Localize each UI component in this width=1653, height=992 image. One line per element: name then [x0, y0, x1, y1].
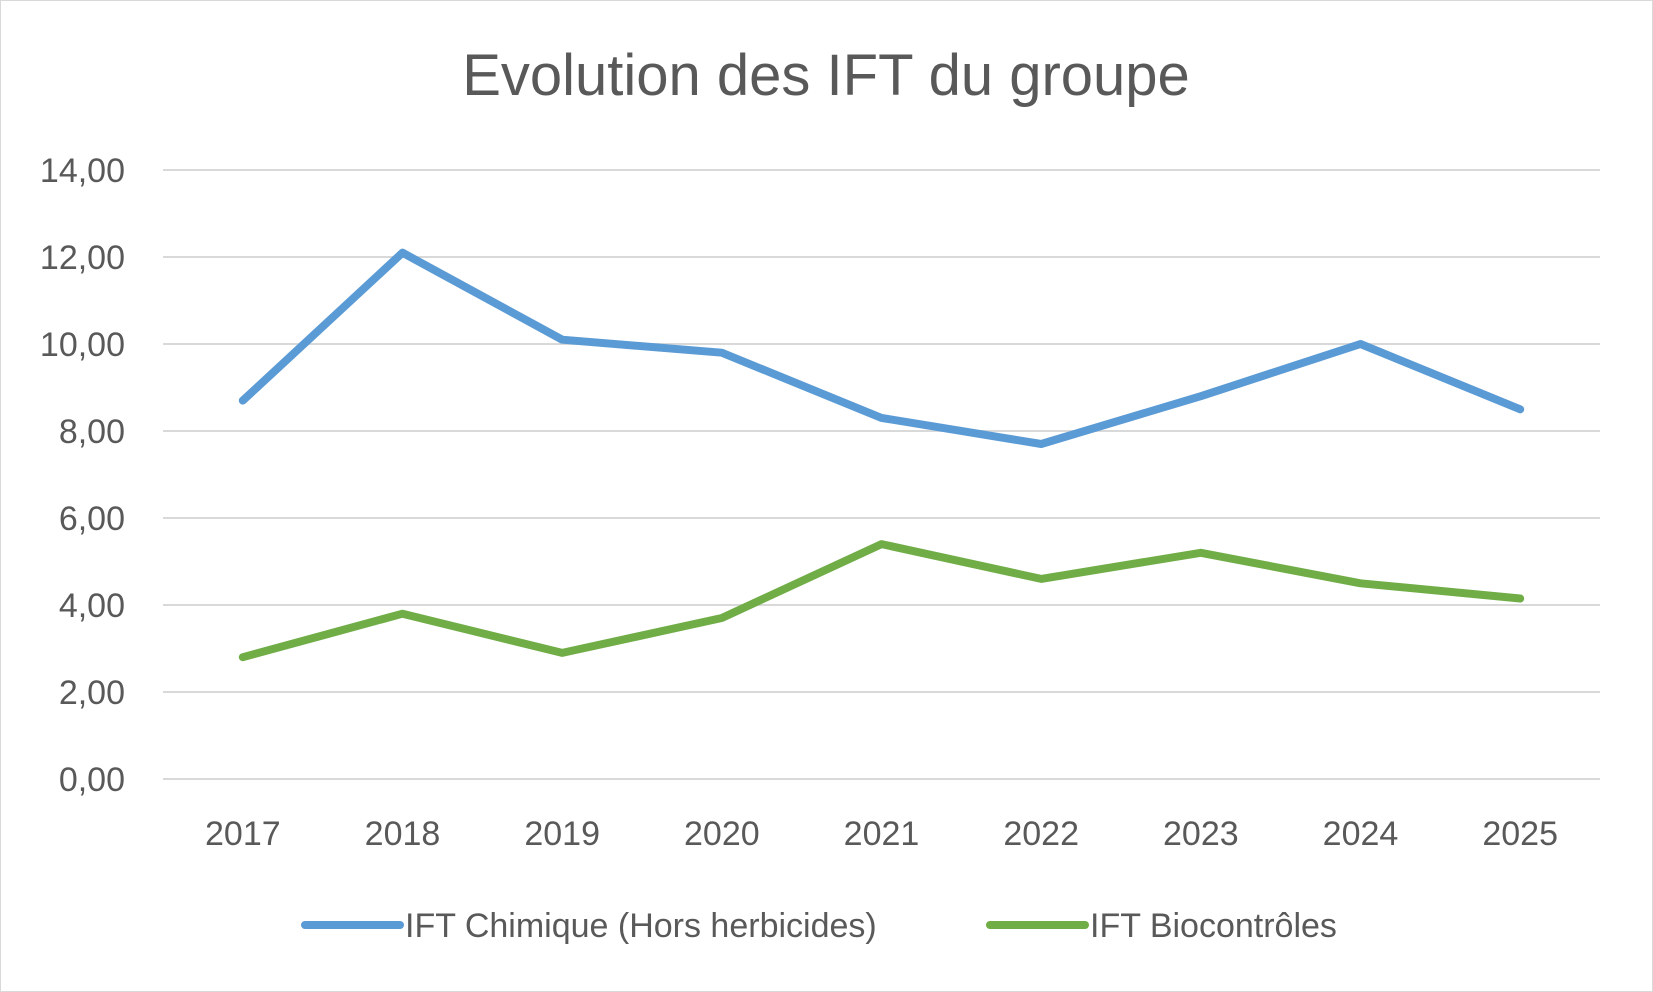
x-tick-label: 2018 — [365, 815, 441, 853]
y-tick-label: 4,00 — [59, 587, 125, 625]
y-tick-label: 6,00 — [59, 500, 125, 538]
chart-title: Evolution des IFT du groupe — [462, 43, 1190, 108]
x-tick-label: 2021 — [844, 815, 920, 853]
x-tick-label: 2019 — [524, 815, 600, 853]
legend: IFT Chimique (Hors herbicides) IFT Biocon… — [301, 907, 1337, 945]
y-tick-label: 2,00 — [59, 674, 125, 712]
x-tick-label: 2024 — [1323, 815, 1399, 853]
x-tick-label: 2022 — [1003, 815, 1079, 853]
x-axis-ticks: 2017 2018 2019 2020 2021 2022 2023 2024 2025 — [205, 815, 1558, 853]
y-axis-ticks: 0,00 2,00 4,00 6,00 8,00 10,00 12,00 14,00 — [40, 152, 125, 799]
x-tick-label: 2023 — [1163, 815, 1239, 853]
series-line-1 — [238, 248, 1525, 448]
legend-label: IFT Biocontrôles — [1090, 907, 1337, 945]
y-tick-label: 14,00 — [40, 152, 125, 190]
series-line-2 — [238, 540, 1525, 662]
legend-label: IFT Chimique (Hors herbicides) — [405, 907, 877, 945]
x-tick-label: 2025 — [1482, 815, 1558, 853]
series-lines — [238, 248, 1525, 662]
y-tick-label: 8,00 — [59, 413, 125, 451]
y-tick-label: 0,00 — [59, 761, 125, 799]
x-tick-label: 2017 — [205, 815, 281, 853]
y-tick-label: 12,00 — [40, 239, 125, 277]
y-tick-label: 10,00 — [40, 326, 125, 364]
gridlines — [163, 169, 1600, 780]
x-tick-label: 2020 — [684, 815, 760, 853]
